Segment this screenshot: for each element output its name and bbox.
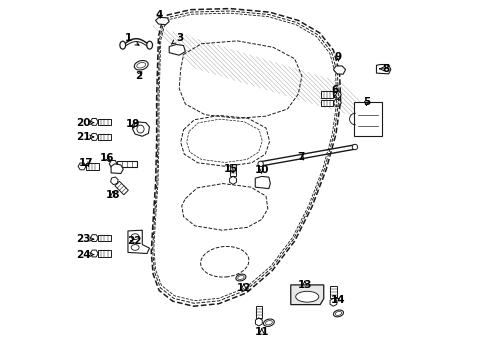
Text: 6: 6 <box>330 85 338 98</box>
Text: 12: 12 <box>236 283 250 293</box>
Text: 16: 16 <box>100 153 115 163</box>
Ellipse shape <box>120 41 125 49</box>
Polygon shape <box>98 134 110 140</box>
Polygon shape <box>98 235 110 241</box>
Polygon shape <box>111 164 123 174</box>
Polygon shape <box>255 176 270 189</box>
Ellipse shape <box>351 144 357 150</box>
Polygon shape <box>86 163 99 170</box>
Text: 11: 11 <box>254 327 268 337</box>
Ellipse shape <box>134 60 148 70</box>
Polygon shape <box>98 250 110 257</box>
Text: 23: 23 <box>76 234 94 244</box>
Text: 18: 18 <box>105 190 120 200</box>
Text: 24: 24 <box>76 249 94 260</box>
Text: 17: 17 <box>79 158 93 168</box>
Polygon shape <box>132 122 149 136</box>
Polygon shape <box>320 100 333 106</box>
Text: 7: 7 <box>297 152 304 162</box>
Text: 13: 13 <box>297 280 311 290</box>
Ellipse shape <box>333 310 343 317</box>
Polygon shape <box>376 64 390 74</box>
Polygon shape <box>255 306 262 318</box>
Polygon shape <box>290 285 323 305</box>
Ellipse shape <box>263 319 274 327</box>
Text: 14: 14 <box>330 295 345 305</box>
Polygon shape <box>98 119 110 125</box>
Text: 22: 22 <box>126 236 141 246</box>
Polygon shape <box>320 91 333 98</box>
Text: 5: 5 <box>362 97 369 107</box>
Text: 1: 1 <box>124 33 139 45</box>
Text: 20: 20 <box>76 118 94 128</box>
Text: 9: 9 <box>334 52 341 62</box>
FancyBboxPatch shape <box>353 102 382 136</box>
Text: 3: 3 <box>171 33 183 44</box>
Polygon shape <box>229 164 236 176</box>
Text: 2: 2 <box>135 71 142 81</box>
Text: 21: 21 <box>76 132 94 142</box>
Polygon shape <box>115 181 128 195</box>
Ellipse shape <box>258 161 263 167</box>
Text: 19: 19 <box>125 120 140 129</box>
Text: 4: 4 <box>156 10 163 20</box>
Ellipse shape <box>295 291 318 302</box>
Polygon shape <box>333 66 345 74</box>
Text: 8: 8 <box>379 64 389 74</box>
Polygon shape <box>169 44 185 55</box>
Text: 15: 15 <box>223 164 238 174</box>
Polygon shape <box>155 17 169 25</box>
Ellipse shape <box>235 274 245 281</box>
Polygon shape <box>117 161 137 167</box>
Polygon shape <box>128 230 149 253</box>
Polygon shape <box>329 286 336 298</box>
Text: 10: 10 <box>254 165 268 175</box>
Ellipse shape <box>146 41 152 49</box>
